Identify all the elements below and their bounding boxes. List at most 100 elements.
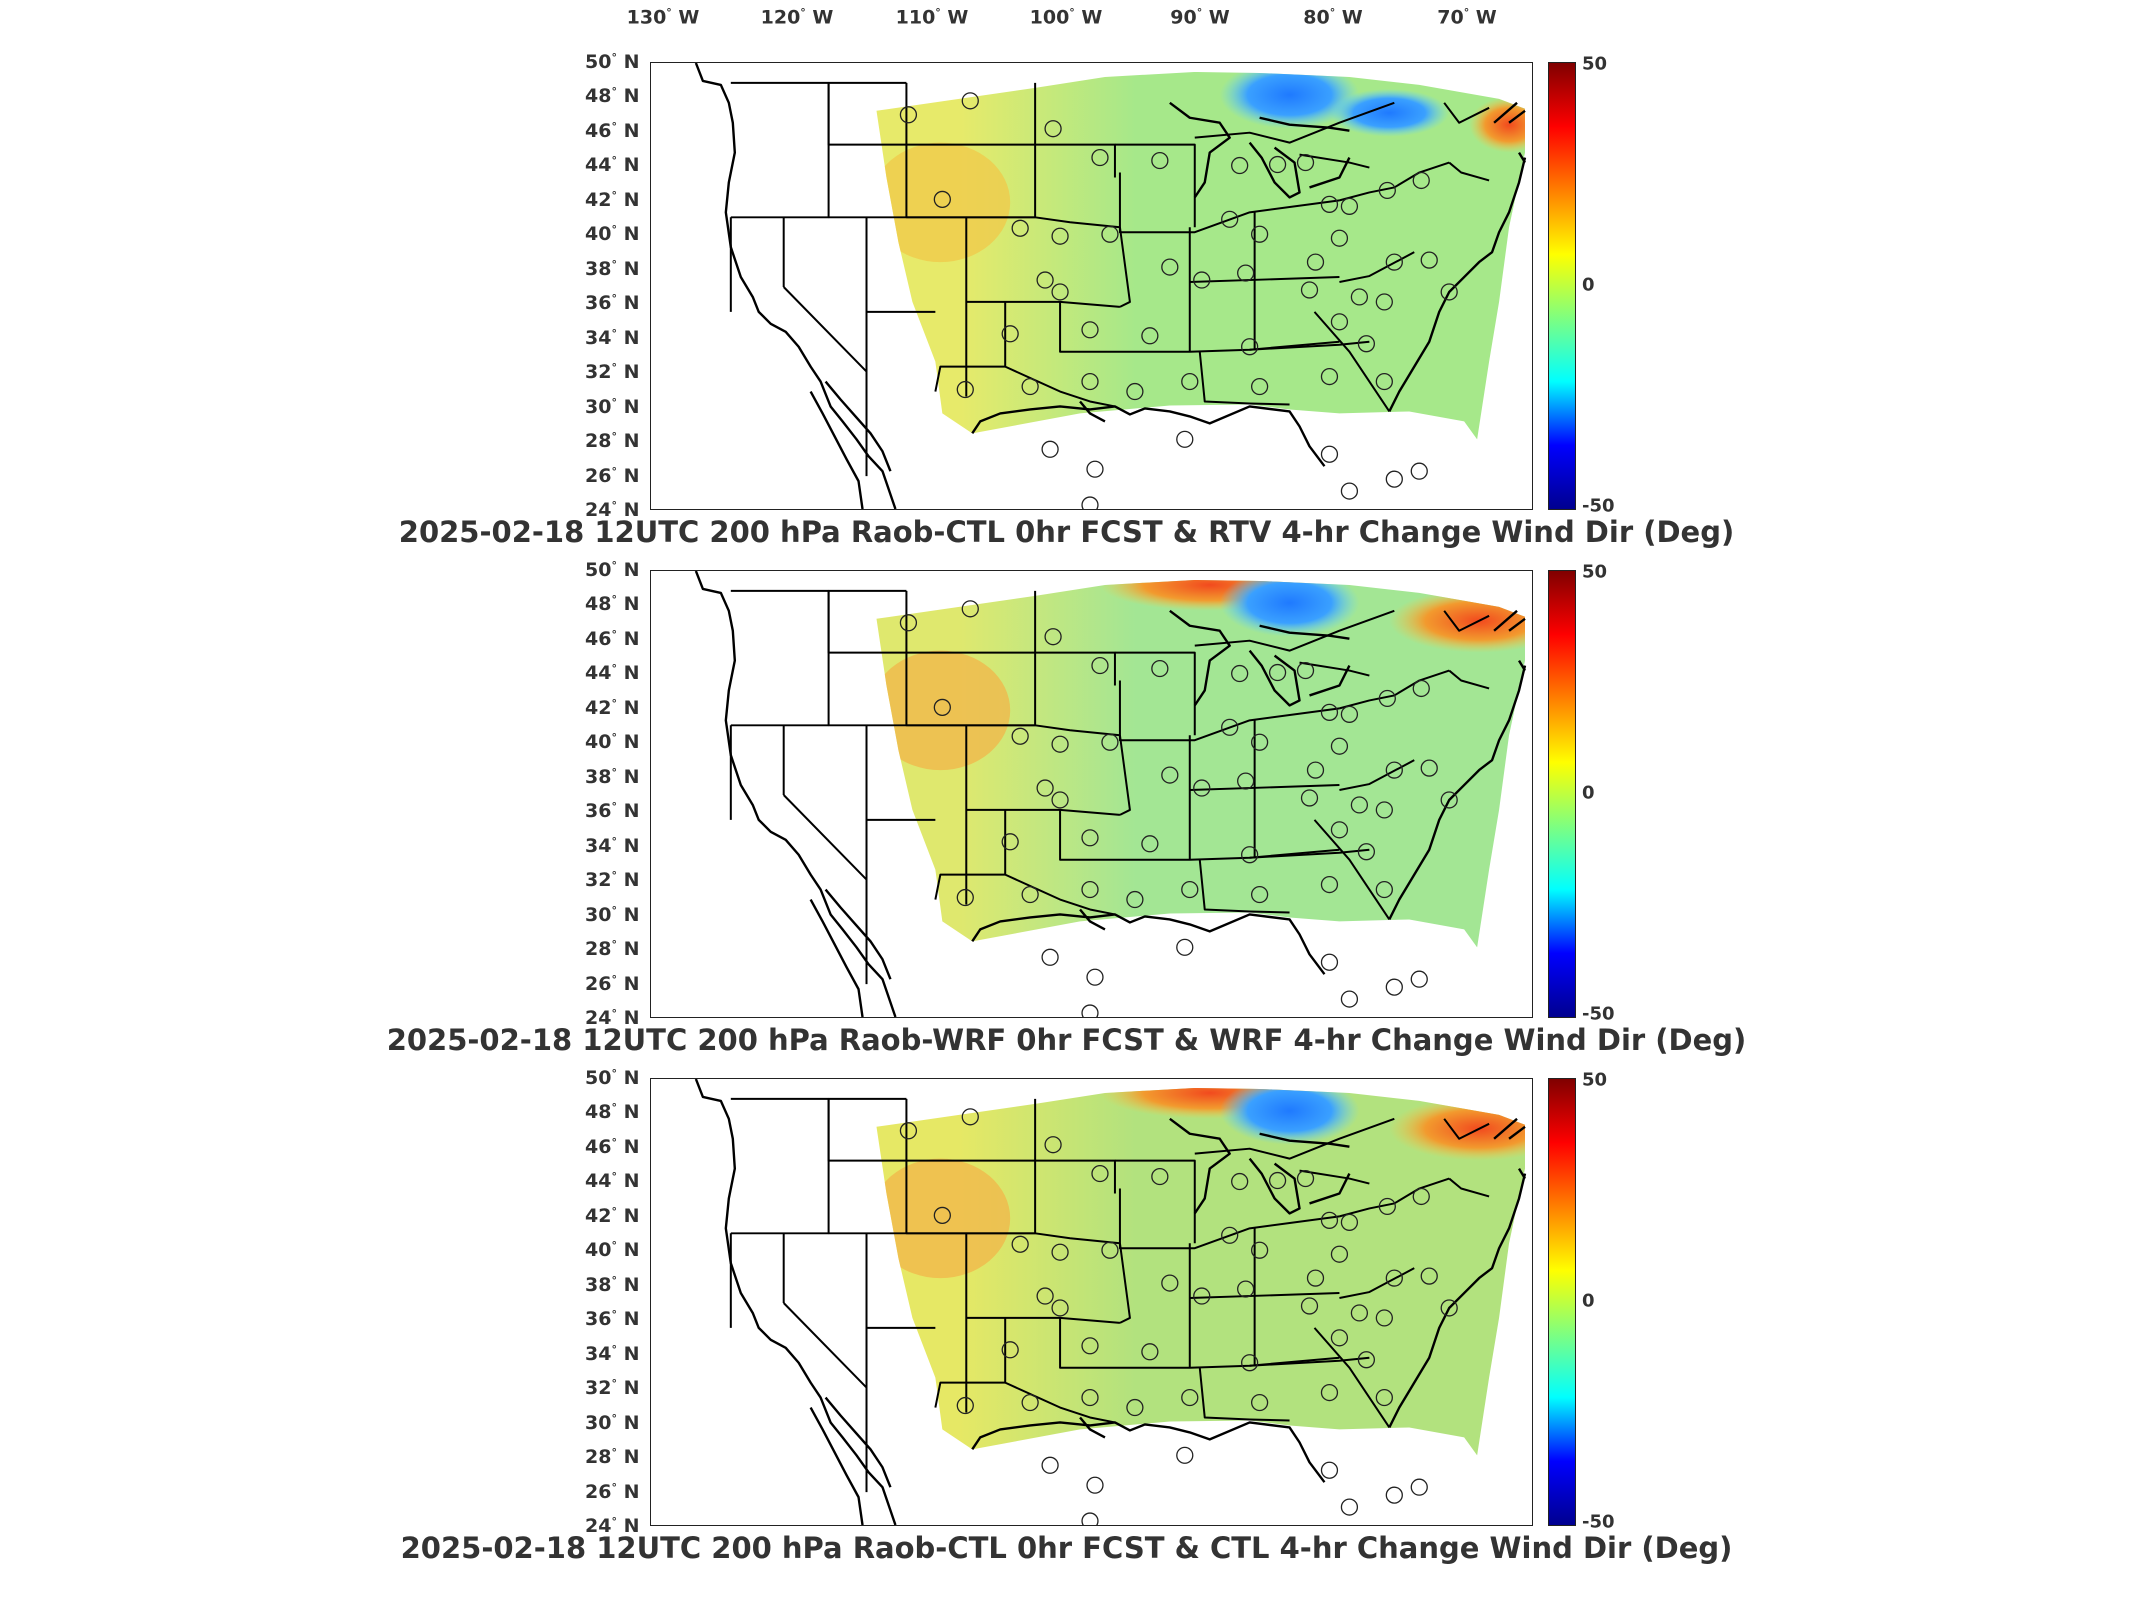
degree-symbol: °: [611, 903, 617, 917]
raob-station-marker: [1375, 293, 1393, 311]
raob-station-marker: [1250, 885, 1269, 904]
raob-station-marker: [1306, 253, 1325, 271]
raob-station-marker: [1385, 978, 1403, 996]
longitude-label: 110° W: [895, 6, 969, 29]
latitude-label: 42° N: [585, 188, 640, 212]
degree-symbol: °: [611, 765, 617, 779]
wind-direction-field: [876, 579, 1526, 948]
raob-station-marker: [956, 380, 974, 399]
raob-station-marker: [1340, 1213, 1359, 1231]
raob-station-marker: [1385, 1486, 1403, 1504]
raob-station-marker: [1320, 367, 1339, 386]
raob-station-marker: [1320, 195, 1339, 213]
raob-station-marker: [1410, 970, 1428, 988]
raob-station-marker: [1001, 833, 1019, 851]
raob-station-marker: [1385, 253, 1403, 271]
latitude-label: 48° N: [585, 85, 640, 108]
latitude-label: 34° N: [585, 1342, 640, 1365]
raob-station-marker: [1250, 377, 1269, 396]
degree-symbol: °: [611, 119, 617, 133]
degree-symbol: °: [611, 223, 617, 237]
degree-symbol: °: [611, 464, 617, 478]
raob-station-marker: [1350, 1304, 1369, 1322]
degree-symbol: °: [611, 498, 617, 512]
raob-station-marker: [961, 1108, 979, 1126]
latitude-label: 42° N: [585, 696, 640, 720]
colorbar-tick-label: 0: [1582, 782, 1595, 804]
raob-station-marker: [1044, 628, 1062, 646]
degree-symbol: °: [935, 6, 941, 19]
raob-station-marker: [1375, 372, 1393, 391]
raob-station-marker: [899, 1122, 918, 1140]
raob-station-marker: [1221, 718, 1239, 736]
degree-symbol: °: [611, 1376, 617, 1390]
raob-station-marker: [1296, 153, 1315, 172]
colorbar: [1548, 62, 1576, 510]
raob-station-marker: [1051, 791, 1069, 809]
raob-station-marker: [1241, 846, 1259, 864]
raob-station-marker: [1041, 948, 1059, 966]
degree-symbol: °: [611, 1411, 617, 1425]
raob-station-marker: [1306, 1269, 1325, 1287]
raob-station-marker: [1375, 1388, 1393, 1407]
colorbar-tick-label: 0: [1582, 274, 1595, 296]
raob-station-marker: [1141, 835, 1159, 853]
colorbar-tick-label: -50: [1582, 1003, 1615, 1025]
raob-station-marker: [1101, 1241, 1119, 1259]
raob-station-marker: [1410, 462, 1428, 480]
raob-station-marker: [1378, 181, 1396, 200]
raob-station-marker: [1241, 1354, 1259, 1372]
state-boundaries: [694, 1079, 1527, 1525]
degree-symbol: °: [611, 868, 617, 882]
raob-station-marker: [1193, 271, 1211, 289]
raob-station-marker: [1161, 766, 1179, 784]
degree-symbol: °: [1196, 6, 1203, 19]
degree-symbol: °: [611, 1006, 617, 1020]
degree-symbol: °: [611, 188, 617, 202]
latitude-label: 34° N: [585, 834, 640, 857]
raob-stations: [899, 600, 1458, 1017]
raob-station-marker: [1237, 264, 1255, 282]
raob-station-marker: [1051, 283, 1069, 301]
latitude-label: 44° N: [585, 154, 640, 177]
raob-station-marker: [933, 1206, 951, 1224]
latitude-label: 44° N: [585, 1170, 640, 1193]
degree-symbol: °: [611, 1273, 617, 1287]
raob-station-marker: [1141, 327, 1159, 345]
map-panel: 50° N 48° N 46° N 44° N 42° N 40° N 38° N 36° N…: [0, 1067, 2133, 1586]
raob-station-marker: [1231, 664, 1249, 683]
raob-station-marker: [1036, 271, 1054, 289]
raob-station-marker: [1385, 470, 1403, 488]
latitude-label: 32° N: [585, 1376, 640, 1400]
degree-symbol: °: [611, 50, 617, 64]
raob-station-marker: [1440, 1299, 1458, 1317]
raob-station-marker: [1181, 880, 1199, 899]
raob-station-marker: [933, 190, 951, 208]
raob-station-marker: [1320, 1383, 1339, 1402]
raob-station-marker: [1021, 885, 1039, 904]
raob-station-marker: [1410, 1478, 1428, 1496]
raob-station-marker: [1091, 1164, 1109, 1183]
colorbar-tick-label: -50: [1582, 1511, 1615, 1533]
raob-station-marker: [1412, 1187, 1430, 1206]
latitude-label: 50° N: [585, 558, 640, 582]
longitude-label: 90° W: [1170, 6, 1230, 29]
latitude-label: 40° N: [585, 223, 640, 246]
raob-station-marker: [1086, 1476, 1104, 1494]
raob-station-marker: [1126, 890, 1144, 909]
latitude-label: 28° N: [585, 429, 640, 453]
map-panel: 50° N 48° N 46° N 44° N 42° N 40° N 38° N 36° N…: [0, 559, 2133, 1078]
latitude-label: 34° N: [585, 326, 640, 349]
raob-station-marker: [1330, 821, 1349, 839]
raob-station-marker: [1081, 829, 1099, 847]
raob-station-marker: [1221, 210, 1239, 228]
raob-station-marker: [1176, 1446, 1194, 1464]
colorbar-tick-label: -50: [1582, 495, 1615, 517]
degree-symbol: °: [1463, 6, 1470, 19]
degree-symbol: °: [611, 1239, 617, 1253]
colorbar-tick-label: 0: [1582, 1290, 1595, 1312]
raob-station-marker: [1086, 460, 1104, 478]
latitude-label: 44° N: [585, 662, 640, 685]
raob-station-marker: [1350, 288, 1369, 306]
raob-station-marker: [1081, 880, 1099, 899]
